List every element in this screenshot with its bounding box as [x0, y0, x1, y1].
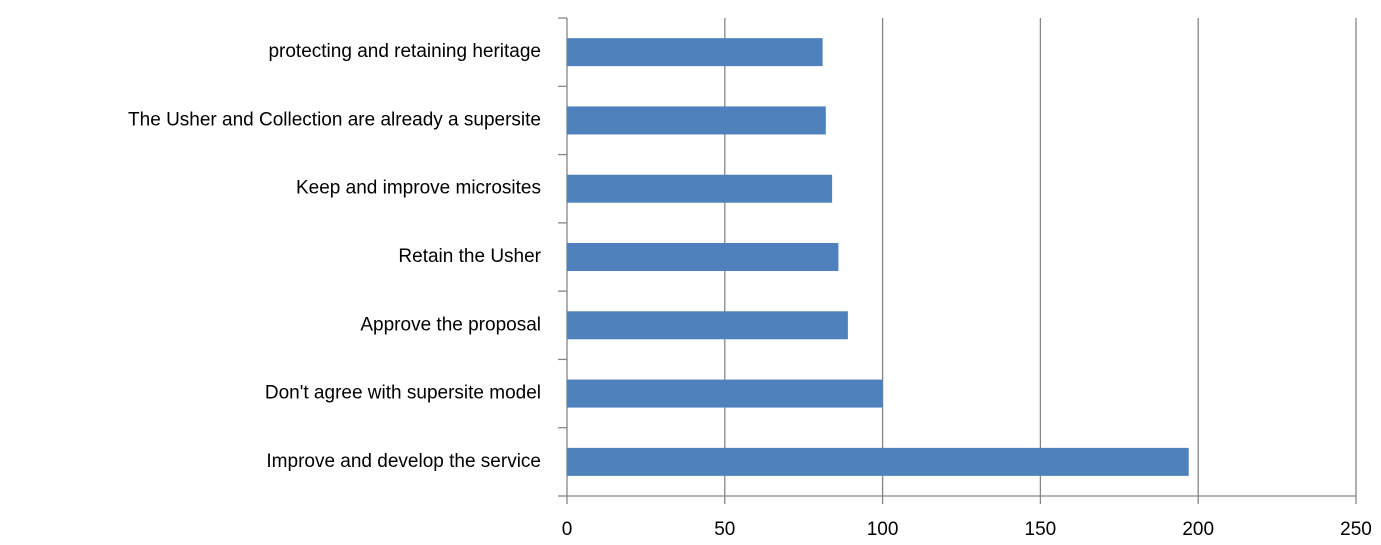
x-tick-label: 100	[867, 519, 899, 540]
bar	[567, 447, 1189, 476]
y-tick-label: protecting and retaining heritage	[268, 41, 541, 62]
bar	[567, 174, 833, 203]
bar	[567, 38, 823, 67]
x-tick-label: 150	[1025, 519, 1057, 540]
y-tick-label: Keep and improve microsites	[296, 178, 541, 199]
x-tick-label: 0	[562, 519, 573, 540]
x-tick-label: 200	[1182, 519, 1214, 540]
bar	[567, 106, 826, 135]
bar	[567, 243, 839, 271]
bar	[567, 379, 883, 408]
x-tick-label: 250	[1340, 519, 1372, 540]
x-tick-label: 50	[714, 519, 735, 540]
y-tick-label: Retain the Usher	[398, 246, 541, 267]
bar	[567, 311, 848, 340]
y-tick-label: The Usher and Collection are already a s…	[128, 109, 541, 130]
y-tick-label: Improve and develop the service	[266, 451, 541, 472]
y-tick-label: Don't agree with supersite model	[265, 383, 541, 404]
y-tick-label: Approve the proposal	[360, 314, 541, 335]
